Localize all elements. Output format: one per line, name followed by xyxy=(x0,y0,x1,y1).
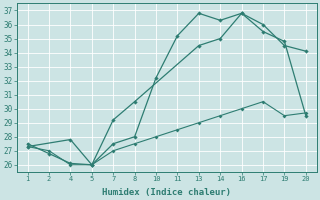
X-axis label: Humidex (Indice chaleur): Humidex (Indice chaleur) xyxy=(102,188,231,197)
